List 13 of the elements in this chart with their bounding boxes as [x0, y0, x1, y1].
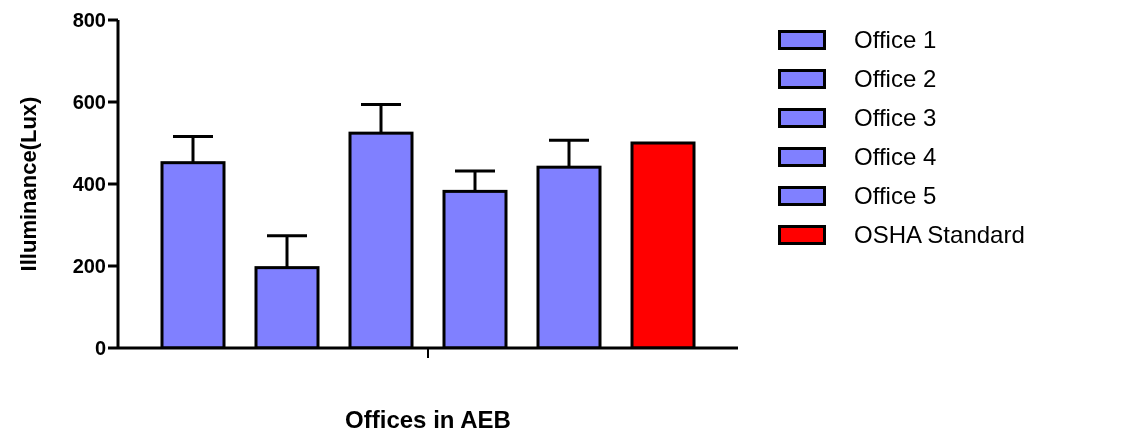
y-tick-label: 200 — [72, 255, 106, 278]
y-tick-label: 600 — [72, 91, 106, 114]
y-axis-title: Illuminance(Lux) — [15, 96, 41, 272]
y-tick-label: 0 — [94, 337, 106, 360]
legend-label: Office 3 — [854, 103, 937, 132]
legend-label: Office 1 — [854, 25, 937, 54]
y-tick-label: 400 — [72, 173, 106, 196]
legend-label: Office 5 — [854, 181, 937, 210]
legend-label: OSHA Standard — [854, 220, 1025, 249]
legend-label: Office 4 — [854, 142, 937, 171]
legend-label: Office 2 — [854, 64, 937, 93]
x-axis-title: Offices in AEB — [345, 406, 511, 433]
y-tick-label: 800 — [72, 9, 106, 32]
